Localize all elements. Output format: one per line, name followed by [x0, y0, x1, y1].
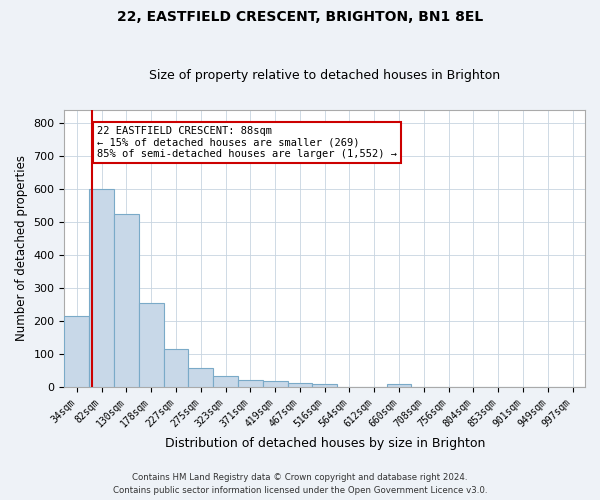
Text: 22, EASTFIELD CRESCENT, BRIGHTON, BN1 8EL: 22, EASTFIELD CRESCENT, BRIGHTON, BN1 8E…: [117, 10, 483, 24]
Bar: [386, 384, 412, 387]
Bar: [287, 382, 313, 387]
X-axis label: Distribution of detached houses by size in Brighton: Distribution of detached houses by size …: [164, 437, 485, 450]
Bar: [64, 316, 89, 387]
Text: Contains HM Land Registry data © Crown copyright and database right 2024.
Contai: Contains HM Land Registry data © Crown c…: [113, 473, 487, 495]
Bar: [263, 381, 287, 387]
Bar: [213, 376, 238, 387]
Bar: [139, 304, 164, 387]
Text: 22 EASTFIELD CRESCENT: 88sqm
← 15% of detached houses are smaller (269)
85% of s: 22 EASTFIELD CRESCENT: 88sqm ← 15% of de…: [97, 126, 397, 160]
Bar: [238, 380, 263, 387]
Title: Size of property relative to detached houses in Brighton: Size of property relative to detached ho…: [149, 69, 500, 82]
Bar: [89, 189, 114, 387]
Bar: [114, 214, 139, 387]
Y-axis label: Number of detached properties: Number of detached properties: [15, 156, 28, 342]
Bar: [164, 348, 188, 387]
Bar: [188, 368, 213, 387]
Bar: [313, 384, 337, 387]
